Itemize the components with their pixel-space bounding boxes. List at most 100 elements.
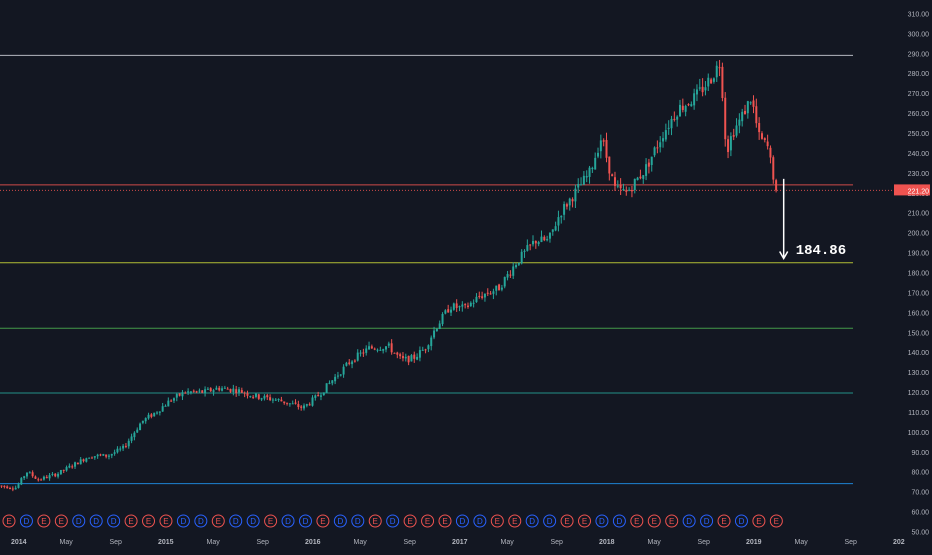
earnings-marker[interactable]: E — [560, 514, 574, 528]
candle-body — [464, 304, 467, 306]
price-axis[interactable]: 50.00 60.00 70.00 80.00 90.00 100.00 110.00 120… — [908, 11, 930, 536]
dividend-marker[interactable]: D — [19, 514, 33, 528]
event-circle — [717, 514, 731, 528]
candle-body — [308, 404, 311, 406]
candle-body — [755, 106, 758, 124]
candle-body — [133, 432, 136, 438]
candle-body — [676, 116, 679, 120]
dividend-marker[interactable]: D — [473, 514, 487, 528]
candle-body — [370, 346, 373, 349]
dividend-marker[interactable]: D — [543, 514, 557, 528]
candle-body — [54, 473, 57, 477]
candle-body — [17, 484, 20, 488]
dividend-marker[interactable]: D — [612, 514, 626, 528]
candle-body — [172, 398, 175, 401]
earnings-marker[interactable]: E — [316, 514, 330, 528]
earnings-marker[interactable]: E — [752, 514, 766, 528]
dividend-marker[interactable]: D — [525, 514, 539, 528]
dividend-marker[interactable]: D — [386, 514, 400, 528]
dividend-marker[interactable]: D — [333, 514, 347, 528]
candle-body — [373, 348, 376, 350]
price-tick-label: 280.00 — [908, 71, 930, 78]
earnings-marker[interactable]: E — [54, 514, 68, 528]
candle-body — [198, 390, 201, 392]
event-circle — [525, 514, 539, 528]
dividend-marker[interactable]: D — [734, 514, 748, 528]
candle-body — [345, 362, 348, 366]
earnings-marker[interactable]: E — [37, 514, 51, 528]
projection-target-label: 184.86 — [796, 243, 846, 259]
earnings-marker[interactable]: E — [647, 514, 661, 528]
time-axis[interactable]: 2014 May Sep 2015 May Sep 2016 May Sep 2017 May Sep… — [11, 539, 905, 546]
earnings-marker[interactable]: E — [142, 514, 156, 528]
dividend-marker[interactable]: D — [246, 514, 260, 528]
event-circle — [543, 514, 557, 528]
candle-body — [294, 402, 297, 404]
earnings-marker[interactable]: E — [717, 514, 731, 528]
earnings-marker[interactable]: E — [2, 514, 16, 528]
dividend-marker[interactable]: D — [89, 514, 103, 528]
time-tick-label: May — [648, 539, 662, 546]
dividend-marker[interactable]: D — [700, 514, 714, 528]
earnings-marker[interactable]: E — [665, 514, 679, 528]
candle-body — [141, 420, 144, 423]
dividend-marker[interactable]: D — [107, 514, 121, 528]
earnings-marker[interactable]: E — [264, 514, 278, 528]
dividend-marker[interactable]: D — [194, 514, 208, 528]
candle-body — [534, 240, 537, 244]
dividend-marker[interactable]: D — [229, 514, 243, 528]
earnings-marker[interactable]: E — [508, 514, 522, 528]
candle-body — [184, 392, 187, 394]
candle-body — [551, 229, 554, 232]
dividend-marker[interactable]: D — [72, 514, 86, 528]
earnings-marker[interactable]: E — [490, 514, 504, 528]
candle-body — [305, 404, 308, 406]
candle-body — [124, 445, 127, 447]
price-tick-label: 270.00 — [908, 91, 930, 98]
earnings-marker[interactable]: E — [421, 514, 435, 528]
candle-body — [486, 292, 489, 294]
event-letter: E — [407, 517, 412, 526]
candle-body — [399, 354, 402, 357]
earnings-marker[interactable]: E — [403, 514, 417, 528]
earnings-marker[interactable]: E — [368, 514, 382, 528]
event-letter: E — [268, 517, 273, 526]
candle-body — [690, 104, 693, 107]
price-tick-label: 90.00 — [911, 450, 929, 457]
earnings-marker[interactable]: E — [578, 514, 592, 528]
price-tick-label: 290.00 — [908, 51, 930, 58]
dividend-marker[interactable]: D — [682, 514, 696, 528]
candle-body — [68, 465, 71, 468]
dividend-marker[interactable]: D — [176, 514, 190, 528]
candle-body — [645, 164, 648, 176]
earnings-marker[interactable]: E — [124, 514, 138, 528]
candle-body — [772, 157, 775, 180]
candle-body — [263, 395, 266, 399]
candle-body — [531, 241, 534, 245]
earnings-marker[interactable]: E — [769, 514, 783, 528]
earnings-marker[interactable]: E — [211, 514, 225, 528]
dividend-marker[interactable]: D — [595, 514, 609, 528]
candle-body — [266, 395, 269, 398]
candle-body — [215, 387, 218, 390]
event-letter: D — [704, 517, 710, 526]
time-tick-label: May — [60, 539, 74, 546]
dividend-marker[interactable]: D — [281, 514, 295, 528]
earnings-marker[interactable]: E — [159, 514, 173, 528]
candle-body — [288, 403, 291, 405]
price-tick-label: 190.00 — [908, 251, 930, 258]
price-tick-label: 150.00 — [908, 330, 930, 337]
dividend-marker[interactable]: D — [351, 514, 365, 528]
candle-body — [232, 388, 235, 392]
candle-body — [9, 487, 12, 489]
event-circle — [37, 514, 51, 528]
event-circle — [194, 514, 208, 528]
earnings-marker[interactable]: E — [630, 514, 644, 528]
earnings-marker[interactable]: E — [438, 514, 452, 528]
dividend-marker[interactable]: D — [455, 514, 469, 528]
dividend-marker[interactable]: D — [298, 514, 312, 528]
event-circle — [578, 514, 592, 528]
